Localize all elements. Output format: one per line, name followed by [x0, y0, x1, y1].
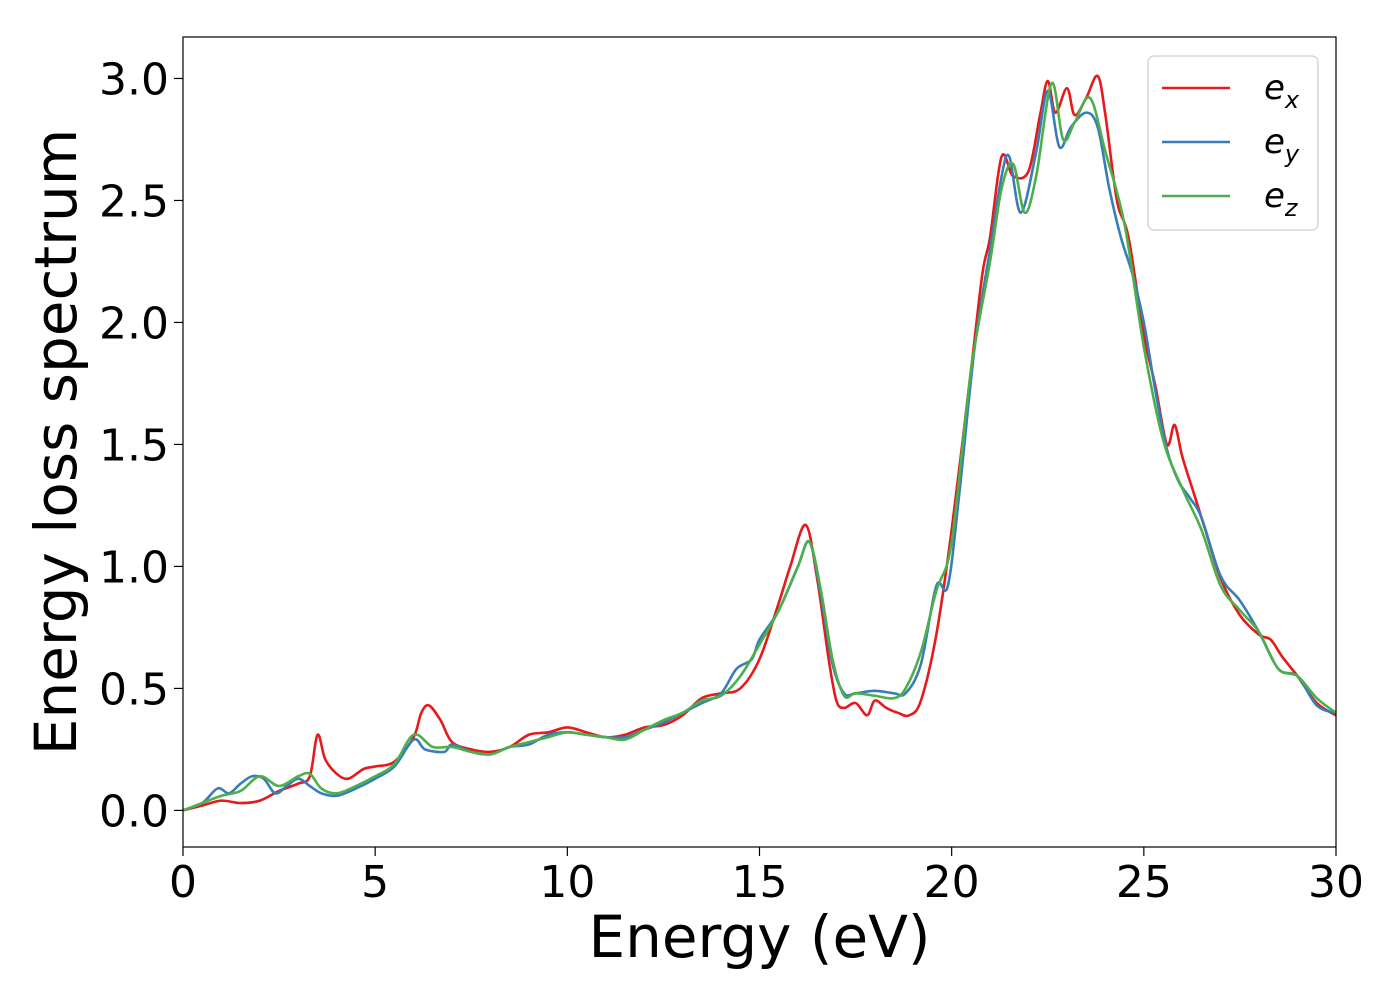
x-axis: 0 5 10 15 20 25 30 — [169, 847, 1364, 908]
y-tick-label: 3.0 — [99, 54, 169, 105]
x-tick-label: 10 — [539, 857, 595, 908]
y-tick-label: 0.5 — [99, 664, 169, 715]
x-tick-label: 5 — [361, 857, 389, 908]
x-tick-label: 30 — [1308, 857, 1364, 908]
y-tick-label: 1.0 — [99, 542, 169, 593]
series-layer — [183, 74, 1336, 812]
y-tick-label: 1.5 — [99, 420, 169, 471]
x-tick-label: 20 — [924, 857, 980, 908]
y-axis: 0.0 0.5 1.0 1.5 2.0 2.5 3.0 — [99, 54, 183, 837]
x-tick-label: 15 — [732, 857, 788, 908]
y-tick-label: 0.0 — [99, 786, 169, 837]
x-tick-label: 25 — [1116, 857, 1172, 908]
y-tick-label: 2.0 — [99, 298, 169, 349]
series-line-x — [183, 74, 1336, 812]
y-axis-title: Energy loss spectrum — [22, 129, 90, 755]
series-line-z — [183, 82, 1336, 812]
y-tick-label: 2.5 — [99, 176, 169, 227]
legend-box — [1147, 55, 1319, 231]
x-axis-title: Energy (eV) — [588, 903, 930, 971]
x-tick-label: 0 — [169, 857, 197, 908]
